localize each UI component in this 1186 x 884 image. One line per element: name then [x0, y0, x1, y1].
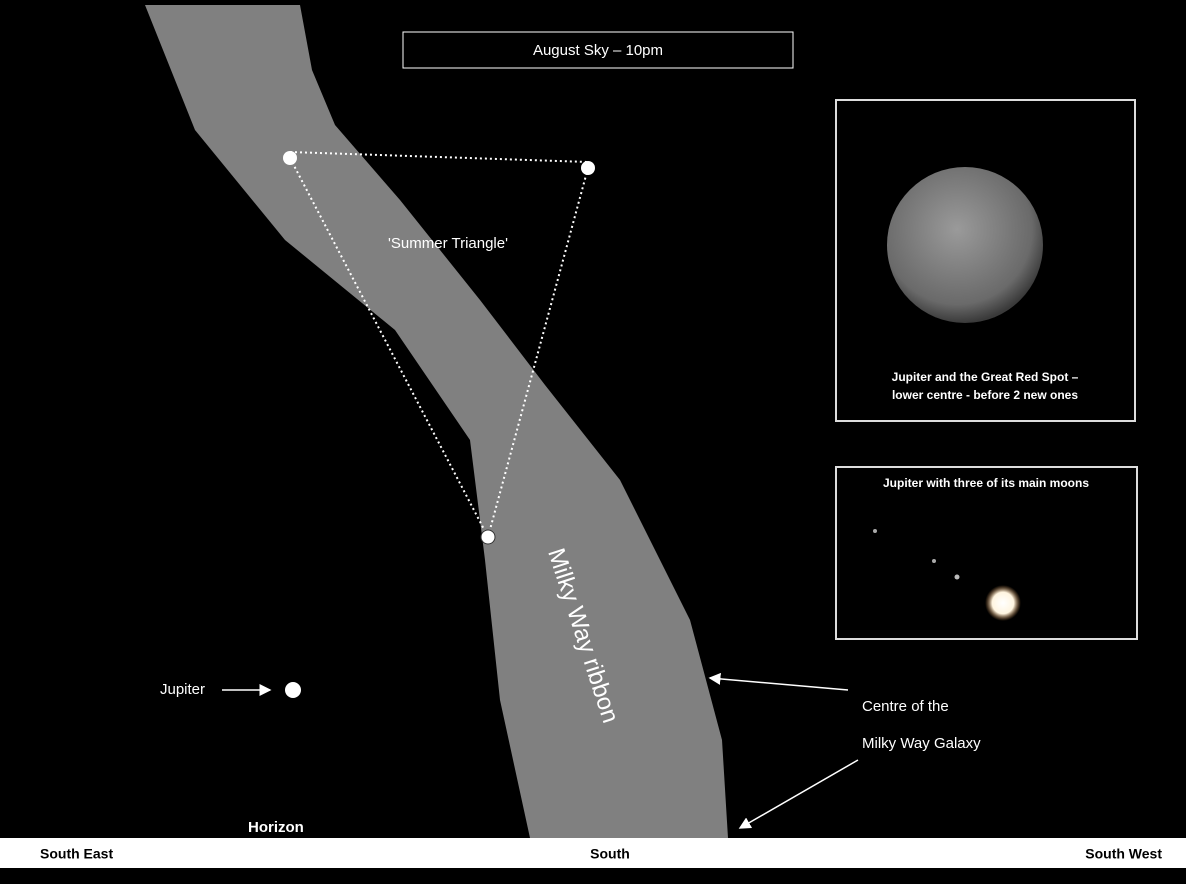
- jupiter-dot: [285, 682, 301, 698]
- moon: [873, 529, 877, 533]
- direction: South: [590, 846, 630, 862]
- direction: South West: [1085, 846, 1162, 862]
- galaxy-label: Centre of the: [862, 698, 949, 715]
- inset-caption: Jupiter and the Great Red Spot –: [892, 370, 1079, 384]
- horizon-label: Horizon: [248, 819, 304, 836]
- jupiter-label: Jupiter: [160, 681, 205, 698]
- moon: [955, 575, 960, 580]
- moon: [932, 559, 936, 563]
- inset: [836, 467, 1137, 639]
- inset-caption: Jupiter with three of its main moons: [883, 476, 1089, 490]
- star: [283, 151, 297, 165]
- triangle-label: 'Summer Triangle': [388, 235, 508, 252]
- inset-caption: lower centre - before 2 new ones: [892, 388, 1078, 402]
- direction: South East: [40, 846, 113, 862]
- jupiter-glow: [985, 585, 1021, 621]
- page: August Sky – 10pm 'Summer Triangle' Milk…: [0, 0, 1186, 884]
- title: August Sky – 10pm: [533, 42, 663, 59]
- star: [481, 530, 495, 544]
- jupiter-photo: [887, 167, 1043, 323]
- sky-chart: August Sky – 10pm 'Summer Triangle' Milk…: [0, 0, 1186, 884]
- galaxy-label: Milky Way Galaxy: [862, 735, 981, 752]
- star: [581, 161, 595, 175]
